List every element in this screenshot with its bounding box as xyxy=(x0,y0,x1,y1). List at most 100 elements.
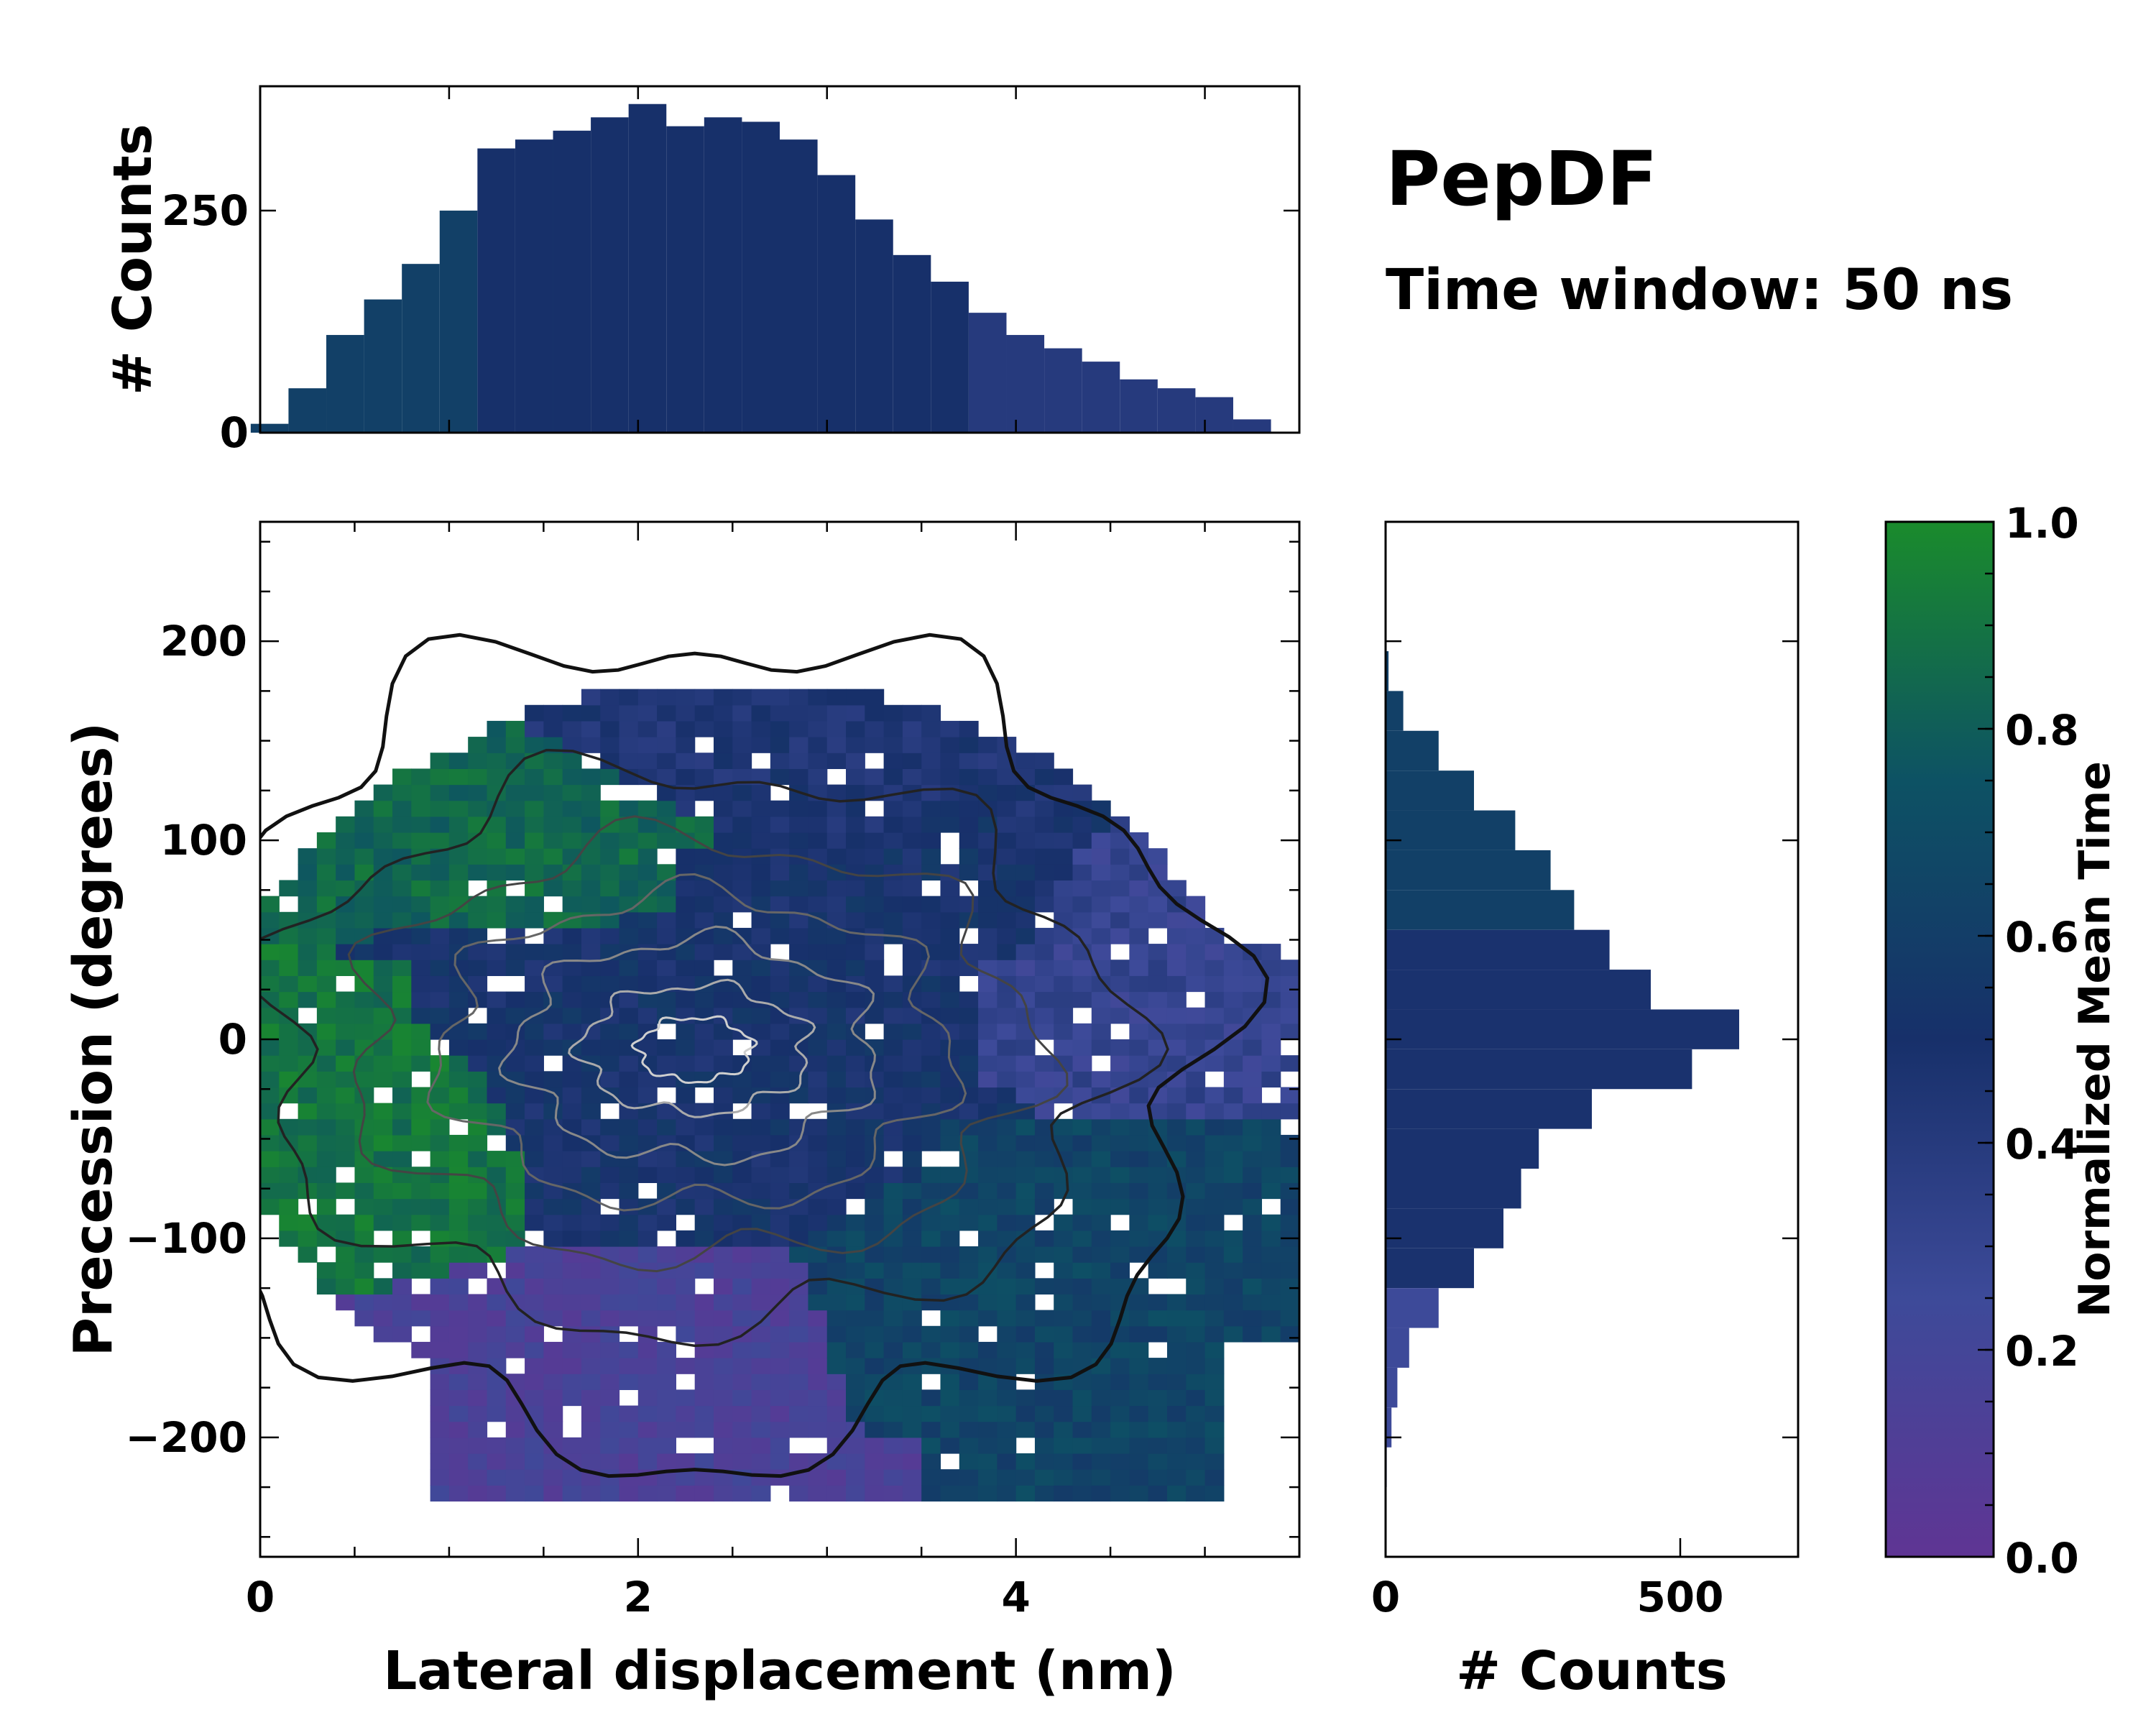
heatmap-cell xyxy=(826,944,847,960)
heatmap-cell xyxy=(902,1134,922,1151)
heatmap-cell xyxy=(1054,1230,1074,1247)
heatmap-cell xyxy=(354,1118,374,1136)
heatmap-cell xyxy=(1015,1262,1036,1279)
heatmap-cell xyxy=(581,960,601,976)
heatmap-cell xyxy=(676,1294,696,1311)
heatmap-cell xyxy=(1148,1374,1168,1390)
heatmap-cell xyxy=(921,975,941,993)
heatmap-cell xyxy=(997,1405,1017,1422)
heatmap-cell xyxy=(354,1262,374,1279)
right-histogram-bar xyxy=(1386,810,1516,850)
heatmap-cell xyxy=(525,768,544,786)
heatmap-cell xyxy=(713,768,733,786)
heatmap-cell xyxy=(940,1325,960,1343)
heatmap-cell xyxy=(978,1389,998,1407)
heatmap-cell xyxy=(1091,1167,1111,1183)
heatmap-cell xyxy=(940,880,960,897)
heatmap-cell xyxy=(1091,1214,1111,1231)
heatmap-cell xyxy=(1034,880,1054,897)
heatmap-cell xyxy=(694,1118,714,1136)
heatmap-cell xyxy=(354,1167,374,1183)
heatmap-cell xyxy=(1110,960,1130,976)
heatmap-cell xyxy=(1054,1055,1074,1072)
heatmap-cell xyxy=(883,1262,903,1279)
heatmap-cell xyxy=(826,1325,847,1343)
heatmap-cell xyxy=(1034,768,1054,786)
heatmap-cell xyxy=(1054,880,1074,897)
heatmap-cell xyxy=(562,1214,582,1231)
heatmap-cell xyxy=(808,1294,828,1311)
heatmap-cell xyxy=(789,832,809,849)
right-histogram-bar xyxy=(1386,1009,1739,1049)
heatmap-cell xyxy=(543,1167,563,1183)
heatmap-cell xyxy=(808,1071,828,1088)
heatmap-cell xyxy=(411,960,431,976)
heatmap-cell xyxy=(751,1358,771,1374)
heatmap-cell xyxy=(997,944,1017,960)
heatmap-cell xyxy=(997,911,1017,929)
heatmap-cell xyxy=(883,1310,903,1327)
heatmap-cell xyxy=(959,1405,979,1422)
heatmap-cell xyxy=(1110,1262,1130,1279)
heatmap-cell xyxy=(959,1246,979,1263)
heatmap-cell xyxy=(525,1294,544,1311)
heatmap-cell xyxy=(637,816,658,833)
heatmap-cell xyxy=(1166,1341,1187,1358)
heatmap-cell xyxy=(789,720,809,737)
heatmap-cell xyxy=(770,1262,790,1279)
heatmap-cell xyxy=(505,800,525,817)
heatmap-cell xyxy=(448,1246,469,1263)
heatmap-cell xyxy=(525,1182,544,1200)
heatmap-cell xyxy=(392,1103,412,1120)
heatmap-cell xyxy=(1261,1182,1281,1200)
heatmap-cell xyxy=(865,1453,885,1470)
top-histogram-ylabel: # Counts xyxy=(102,124,164,395)
heatmap-cell xyxy=(316,1055,336,1072)
heatmap-cell xyxy=(448,1039,469,1056)
heatmap-cell xyxy=(808,960,828,976)
heatmap-cell xyxy=(902,1182,922,1200)
heatmap-cell xyxy=(1261,1214,1281,1231)
heatmap-cell xyxy=(657,1310,676,1327)
heatmap-cell xyxy=(430,1134,450,1151)
heatmap-cell xyxy=(260,944,280,960)
heatmap-cell xyxy=(1015,1341,1036,1358)
heatmap-cell xyxy=(581,1262,601,1279)
heatmap-cell xyxy=(770,720,790,737)
heatmap-cell xyxy=(789,1294,809,1311)
heatmap-cell xyxy=(1091,1485,1111,1502)
heatmap-cell xyxy=(940,1071,960,1088)
heatmap-cell xyxy=(543,768,563,786)
heatmap-cell xyxy=(940,1374,960,1390)
heatmap-cell xyxy=(846,1087,865,1104)
heatmap-cell xyxy=(562,800,582,817)
heatmap-cell xyxy=(373,1214,393,1231)
heatmap-cell xyxy=(468,1214,488,1231)
heatmap-cell xyxy=(1223,1039,1243,1056)
heatmap-cell xyxy=(468,991,488,1008)
heatmap-cell xyxy=(525,1358,544,1374)
heatmap-cell xyxy=(940,1007,960,1024)
heatmap-cell xyxy=(637,768,658,786)
heatmap-cell xyxy=(411,1007,431,1024)
heatmap-cell xyxy=(298,1134,318,1151)
heatmap-cell xyxy=(883,864,903,881)
heatmap-cell xyxy=(1148,960,1168,976)
heatmap-cell xyxy=(619,975,639,993)
plot-subtitle: Time window: 50 ns xyxy=(1386,258,2013,323)
heatmap-cell xyxy=(978,1007,998,1024)
heatmap-cell xyxy=(657,1294,676,1311)
heatmap-cell xyxy=(392,1167,412,1183)
heatmap-cell xyxy=(448,1151,469,1167)
heatmap-cell xyxy=(600,1039,620,1056)
heatmap-cell xyxy=(997,1310,1017,1327)
heatmap-cell xyxy=(1015,1294,1036,1311)
heatmap-cell xyxy=(751,737,771,753)
heatmap-cell xyxy=(468,1103,488,1120)
main-xlabel: Lateral displacement (nm) xyxy=(383,1640,1176,1702)
heatmap-cell xyxy=(637,704,658,722)
heatmap-cell xyxy=(902,1167,922,1183)
heatmap-cell xyxy=(1034,960,1054,976)
heatmap-cell xyxy=(1186,1485,1206,1502)
heatmap-cell xyxy=(789,1230,809,1247)
